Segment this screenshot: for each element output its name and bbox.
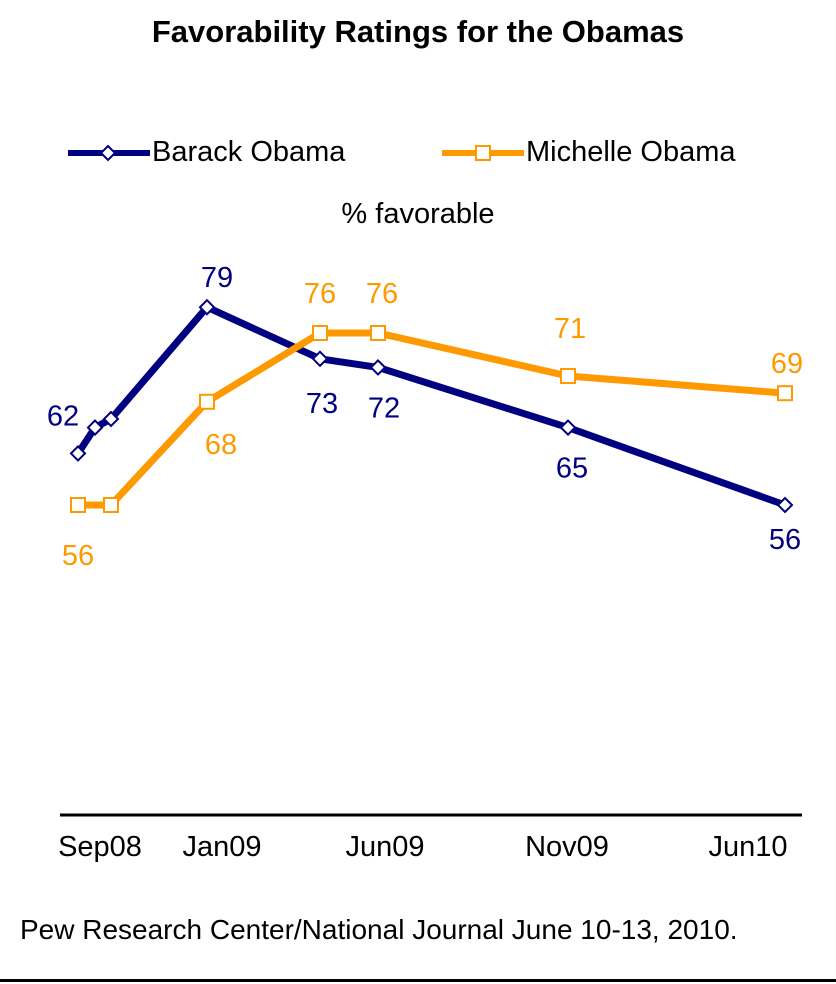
source-note: Pew Research Center/National Journal Jun… bbox=[20, 914, 738, 945]
legend-diamond-line-icon bbox=[68, 144, 150, 161]
data-point-square bbox=[777, 385, 793, 402]
legend-item-barack: Barack Obama bbox=[66, 136, 345, 169]
data-point-diamond bbox=[69, 444, 87, 462]
bottom-border bbox=[0, 979, 836, 982]
data-point-square bbox=[70, 497, 86, 513]
data-label: 79 bbox=[201, 262, 233, 294]
data-point-diamond bbox=[776, 496, 794, 514]
legend-item-michelle: Michelle Obama bbox=[440, 136, 736, 169]
legend-label-barack: Barack Obama bbox=[152, 136, 346, 168]
data-point-diamond bbox=[559, 419, 577, 437]
data-label: 69 bbox=[771, 348, 803, 380]
data-label: 56 bbox=[62, 540, 94, 572]
x-tick-label: Jun10 bbox=[708, 831, 787, 863]
legend-square-line-icon bbox=[442, 144, 524, 161]
data-label: 56 bbox=[769, 524, 801, 556]
data-point-square bbox=[370, 325, 386, 341]
legend-label-michelle: Michelle Obama bbox=[526, 136, 736, 168]
series-line-1 bbox=[78, 329, 786, 509]
data-point-diamond bbox=[369, 358, 387, 376]
data-label: 72 bbox=[368, 392, 400, 424]
data-point-square bbox=[199, 393, 215, 410]
x-tick-label: Jun09 bbox=[345, 831, 424, 863]
data-label: 76 bbox=[304, 278, 336, 310]
data-point-diamond bbox=[86, 419, 104, 437]
chart-title: Favorability Ratings for the Obamas bbox=[151, 14, 685, 49]
x-tick-label: Sep08 bbox=[58, 831, 142, 863]
data-point-square bbox=[103, 497, 119, 513]
series-line-0 bbox=[75, 303, 787, 509]
data-label: 73 bbox=[306, 388, 338, 420]
chart-subtitle: % favorable bbox=[341, 198, 495, 230]
data-label: 71 bbox=[554, 313, 586, 345]
data-label: 76 bbox=[366, 278, 398, 310]
data-label: 62 bbox=[47, 400, 79, 432]
data-point-diamond bbox=[311, 350, 329, 368]
data-label: 68 bbox=[205, 429, 237, 461]
data-point-square bbox=[312, 325, 328, 341]
x-tick-label: Jan09 bbox=[182, 831, 261, 863]
data-label: 65 bbox=[556, 453, 588, 485]
x-tick-label: Nov09 bbox=[525, 831, 609, 863]
data-point-diamond bbox=[198, 298, 216, 316]
data-point-diamond bbox=[102, 410, 120, 428]
data-point-square bbox=[560, 368, 576, 384]
